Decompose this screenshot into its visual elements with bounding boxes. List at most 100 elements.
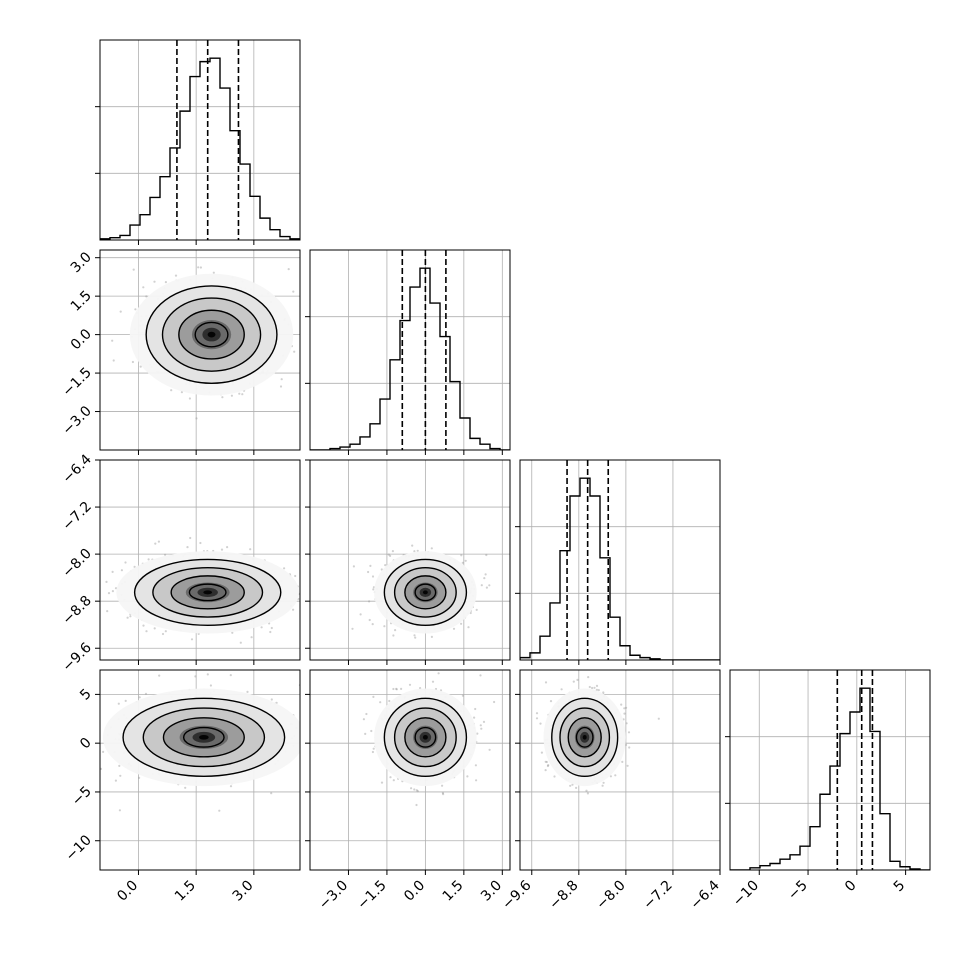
sample-point bbox=[189, 536, 192, 540]
x-tick-label: −10 bbox=[730, 878, 762, 910]
x-tick-label: 1.5 bbox=[440, 878, 467, 905]
contour-line-0 bbox=[414, 583, 437, 602]
sample-point bbox=[416, 790, 419, 793]
sample-point bbox=[372, 695, 375, 699]
x-tick-label: 1.5 bbox=[172, 878, 199, 905]
sample-point bbox=[553, 775, 556, 778]
x-tick-label: −3.0 bbox=[316, 878, 351, 913]
histogram-panel-3: −10 −5 0 5 bbox=[725, 669, 931, 910]
y-tick-label: −8.0 bbox=[59, 546, 94, 581]
sample-point bbox=[576, 678, 579, 682]
sample-point bbox=[312, 731, 314, 733]
sample-point bbox=[306, 326, 308, 328]
sample-point bbox=[241, 393, 244, 396]
density-level-6 bbox=[203, 590, 213, 595]
histogram-step bbox=[100, 57, 300, 240]
sample-point bbox=[175, 247, 177, 249]
sample-point bbox=[280, 378, 283, 381]
contour-line-1 bbox=[404, 575, 447, 610]
density-content bbox=[84, 673, 316, 812]
sample-point bbox=[475, 608, 478, 612]
contour-line-0 bbox=[188, 583, 227, 602]
sample-point bbox=[372, 588, 375, 591]
sample-point bbox=[547, 764, 550, 767]
sample-point bbox=[319, 354, 321, 356]
sample-point bbox=[419, 687, 422, 690]
sample-point bbox=[119, 310, 122, 313]
sample-point bbox=[195, 417, 198, 420]
sample-point bbox=[544, 760, 547, 763]
sample-point bbox=[391, 550, 394, 553]
sample-point bbox=[392, 634, 395, 637]
sample-point bbox=[395, 687, 398, 691]
sample-point bbox=[597, 689, 600, 692]
sample-point bbox=[371, 623, 374, 626]
panel-frame bbox=[99, 39, 301, 241]
sample-point bbox=[369, 564, 372, 568]
x-tick-label: −8.8 bbox=[546, 878, 581, 913]
histogram-panel-0 bbox=[95, 39, 301, 245]
histogram-panel-2 bbox=[515, 459, 721, 665]
grid-lines bbox=[730, 670, 930, 870]
x-tick-label: 0.0 bbox=[114, 878, 141, 905]
y-tick-label: 3.0 bbox=[68, 249, 95, 276]
sample-point bbox=[199, 266, 202, 269]
sample-point bbox=[142, 624, 145, 627]
sample-point bbox=[311, 579, 313, 581]
contour-line-3 bbox=[383, 697, 468, 778]
y-tick-label: 1.5 bbox=[68, 288, 95, 315]
sample-point bbox=[230, 394, 233, 397]
sample-point bbox=[304, 720, 306, 722]
sample-point bbox=[164, 281, 167, 284]
sample-point bbox=[493, 700, 496, 704]
sample-point bbox=[569, 784, 572, 787]
y-tick-label: −3.0 bbox=[59, 403, 94, 438]
sample-point bbox=[368, 618, 371, 622]
sample-point bbox=[294, 574, 297, 578]
panel-frame bbox=[99, 459, 301, 661]
contour-line-3 bbox=[133, 558, 282, 626]
sample-point bbox=[206, 673, 209, 676]
sample-point bbox=[394, 629, 397, 632]
sample-point bbox=[480, 727, 483, 730]
sample-point bbox=[623, 707, 626, 710]
sample-point bbox=[147, 558, 150, 561]
sample-point bbox=[107, 592, 111, 595]
sample-point bbox=[84, 709, 86, 711]
sample-point bbox=[124, 699, 127, 703]
density-level-6 bbox=[422, 590, 428, 595]
sample-point bbox=[287, 268, 290, 271]
sample-point bbox=[389, 776, 392, 779]
density-panel-3-2: −9.6 −8.8 −8.0 −7.2 −6.4 bbox=[499, 669, 723, 913]
density-level-6 bbox=[582, 734, 587, 740]
x-tick-label: −5 bbox=[785, 878, 811, 904]
density-content bbox=[111, 247, 321, 420]
grid-lines bbox=[310, 250, 510, 450]
sample-point bbox=[314, 736, 316, 738]
sample-point bbox=[279, 385, 283, 388]
sample-point bbox=[614, 774, 617, 777]
sample-point bbox=[372, 747, 375, 750]
sample-point bbox=[480, 584, 483, 587]
sample-point bbox=[164, 553, 167, 556]
sample-point bbox=[367, 570, 370, 574]
sample-point bbox=[226, 546, 229, 549]
sample-point bbox=[199, 541, 202, 545]
contour-line-3 bbox=[551, 697, 619, 778]
sample-point bbox=[414, 636, 417, 639]
sample-point bbox=[413, 788, 416, 791]
sample-point bbox=[221, 396, 224, 399]
panel-frame bbox=[519, 669, 721, 871]
sample-point bbox=[389, 554, 392, 558]
sample-point bbox=[106, 610, 109, 613]
sample-point bbox=[549, 700, 553, 703]
sample-point bbox=[460, 622, 463, 625]
sample-point bbox=[370, 729, 373, 733]
sample-point bbox=[118, 764, 121, 768]
sample-point bbox=[362, 718, 365, 721]
grid-lines bbox=[100, 40, 300, 240]
sample-point bbox=[184, 786, 187, 789]
sample-point bbox=[484, 573, 487, 576]
sample-point bbox=[307, 612, 309, 614]
x-tick-label: −1.5 bbox=[354, 878, 389, 913]
